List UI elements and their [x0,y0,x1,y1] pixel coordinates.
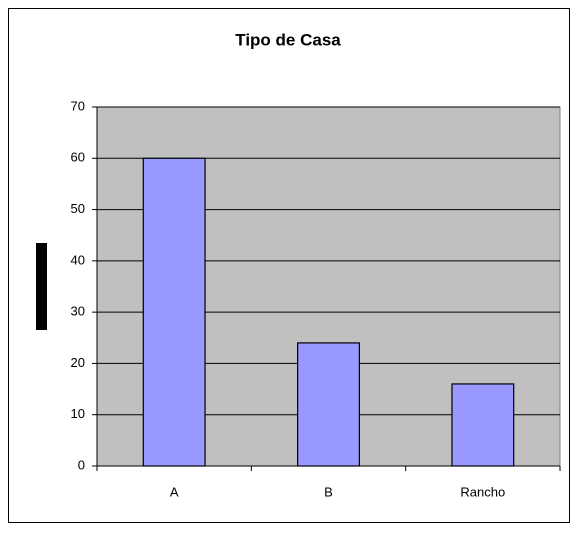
redacted-axis-label [36,243,47,330]
y-tick-label: 40 [71,252,85,267]
bar [142,157,206,467]
y-tick-label: 30 [71,304,85,319]
y-tick-label: 10 [71,406,85,421]
chart-title: Tipo de Casa [235,30,341,49]
y-tick-label: 70 [71,98,85,113]
x-tick-label: A [170,484,179,499]
y-tick-label: 50 [71,201,85,216]
x-tick-label: B [324,484,333,499]
bar [451,383,515,467]
y-tick-label: 60 [71,150,85,165]
x-tick-label: Rancho [460,484,505,499]
y-tick-label: 0 [78,457,85,472]
bar [297,342,360,467]
y-tick-label: 20 [71,355,85,370]
